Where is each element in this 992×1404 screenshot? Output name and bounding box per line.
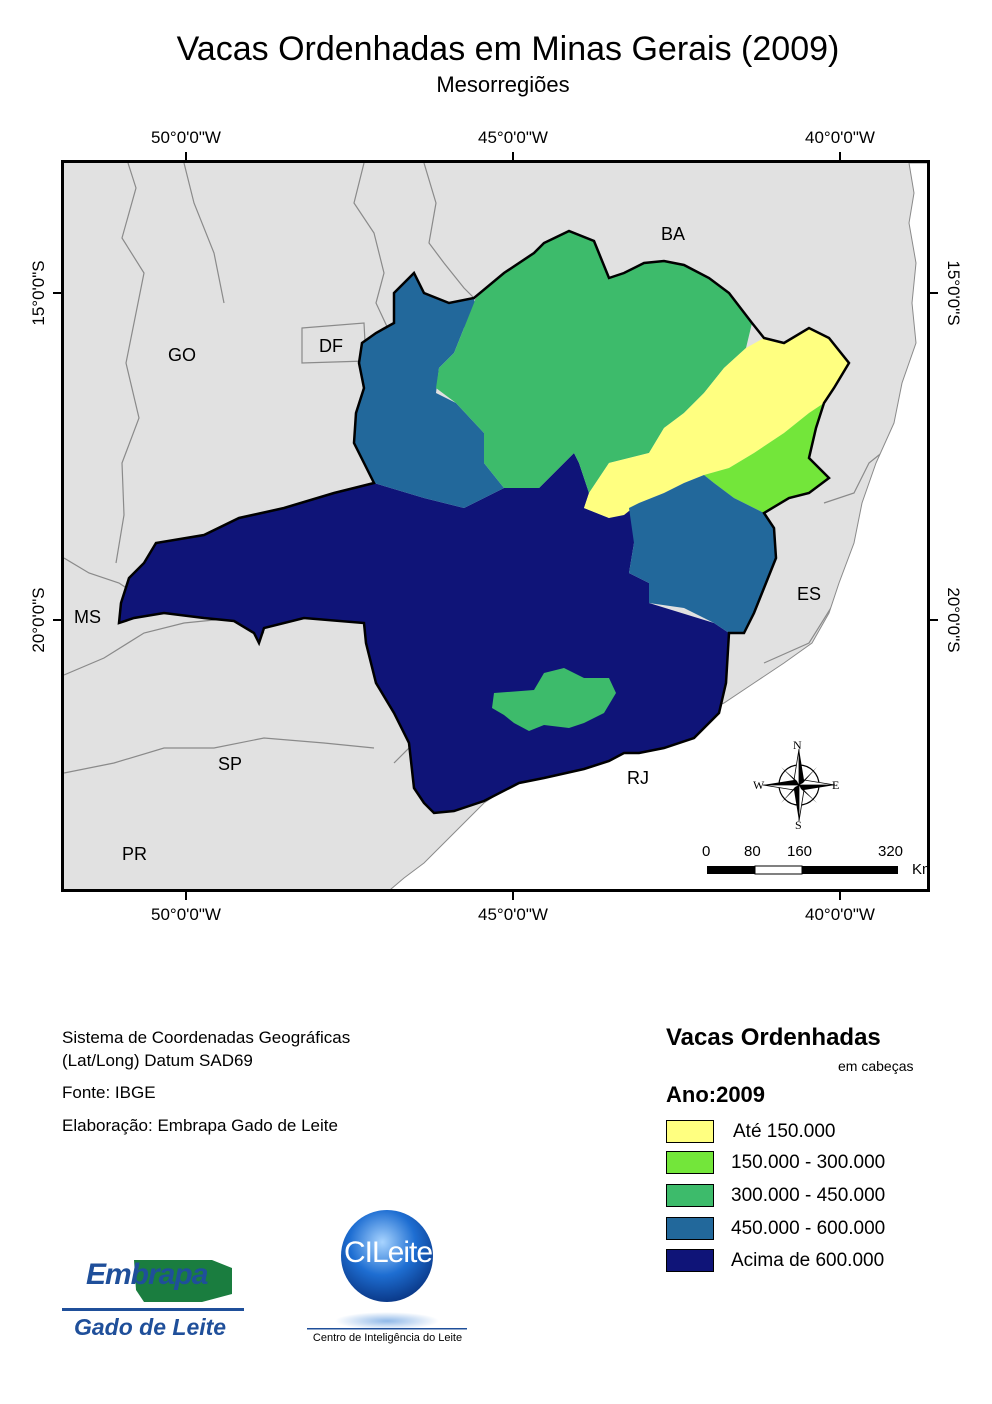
embrapa-logo: Embrapa Gado de Leite [62, 1254, 250, 1346]
legend-swatch-1 [666, 1151, 714, 1174]
legend-label-0: Até 150.000 [733, 1121, 836, 1142]
map-subtitle: Mesorregiões [436, 72, 570, 97]
region-450-600k-east [629, 475, 776, 633]
border-sp-pr [64, 737, 375, 774]
legend-label-1: 150.000 - 300.000 [731, 1152, 886, 1173]
lat-label-left-20s: 20°0'0"S [29, 587, 48, 653]
compass-rose [762, 748, 836, 822]
state-label-rj: RJ [627, 768, 649, 788]
legend-label-4: Acima de 600.000 [731, 1250, 885, 1271]
border-go-inner [183, 163, 225, 304]
embrapa-logo-shape [134, 1260, 232, 1302]
state-label-go: GO [168, 345, 197, 365]
scale-tick-160: 160 [787, 843, 813, 860]
info-source: Fonte: IBGE [62, 1083, 156, 1102]
region-150-300k [704, 403, 829, 513]
region-450-600k-northwest [354, 273, 504, 508]
border-go-ms [115, 163, 145, 564]
state-label-ba: BA [661, 224, 686, 244]
embrapa-subtitle: Gado de Leite [74, 1314, 227, 1340]
mg-mesoregions [119, 231, 849, 813]
legend-swatch-0 [666, 1120, 714, 1143]
map-frame: BA GO DF MS ES SP RJ PR N S E W 0 80 160… [61, 160, 930, 892]
scale-tick-320: 320 [878, 843, 904, 860]
lat-label-left-15s: 15°0'0"S [29, 260, 48, 326]
map-title: Vacas Ordenhadas em Minas Gerais (2009) [176, 30, 840, 68]
region-300-450k-north [436, 231, 752, 493]
border-ba-west-north [423, 163, 480, 304]
scale-unit: Km [912, 861, 927, 878]
region-300-450k-south [492, 668, 616, 731]
info-credit: Elaboração: Embrapa Gado de Leite [62, 1116, 338, 1135]
legend-year: Ano:2009 [666, 1082, 766, 1107]
tick-left-15s [53, 292, 61, 294]
compass-north-point [799, 749, 804, 785]
cileite-globe [341, 1210, 433, 1302]
state-label-es: ES [797, 584, 822, 604]
border-go-ba-west [353, 163, 391, 334]
legend-unit: em cabeças [838, 1058, 914, 1074]
legend-label-2: 300.000 - 450.000 [731, 1185, 886, 1206]
legend-title: Vacas Ordenhadas [666, 1024, 881, 1051]
scale-tick-80: 80 [744, 843, 761, 860]
state-label-sp: SP [218, 754, 243, 774]
legend-swatch-3 [666, 1217, 714, 1240]
border-ms-west [64, 557, 135, 594]
scale-bar [707, 865, 898, 875]
compass-e-label: E [832, 778, 840, 792]
legend-label-3: 450.000 - 600.000 [731, 1218, 886, 1239]
lat-label-right-20s: 20°0'0"S [944, 587, 963, 653]
info-crs-line2: (Lat/Long) Datum SAD69 [62, 1051, 253, 1070]
compass-w-label: W [753, 778, 765, 792]
lat-label-right-15s: 15°0'0"S [944, 260, 963, 326]
tick-right-15s [930, 292, 938, 294]
lon-label-top-50w: 50°0'0"W [151, 128, 221, 147]
lon-label-top-45w: 45°0'0"W [478, 128, 548, 147]
lon-label-bottom-50w: 50°0'0"W [151, 905, 221, 924]
tick-bottom-45w [512, 892, 514, 900]
state-label-df: DF [319, 336, 343, 356]
cileite-logo-graphic [307, 1210, 467, 1330]
cileite-logo: CILeite Centro de Inteligência do Leite [305, 1208, 470, 1353]
lon-label-bottom-45w: 45°0'0"W [478, 905, 548, 924]
tick-bottom-40w [839, 892, 841, 900]
region-up-to-150k [584, 328, 849, 518]
tick-top-40w [839, 152, 841, 160]
compass-n-label: N [793, 738, 802, 752]
state-label-pr: PR [122, 844, 148, 864]
mg-border [117, 229, 851, 815]
tick-top-45w [512, 152, 514, 160]
embrapa-wordmark: Embrapa [86, 1258, 208, 1291]
info-crs-line1: Sistema de Coordenadas Geográficas [62, 1028, 351, 1047]
cileite-wordmark: CILeite [343, 1236, 433, 1269]
tick-left-20s [53, 619, 61, 621]
legend-swatch-2 [666, 1184, 714, 1207]
cileite-subtitle: Centro de Inteligência do Leite [312, 1332, 463, 1344]
ocean [390, 163, 927, 889]
embrapa-logo-graphic [62, 1260, 244, 1311]
tick-top-50w [185, 152, 187, 160]
tick-right-20s [930, 619, 938, 621]
compass-s-label: S [795, 818, 802, 832]
scale-tick-0: 0 [702, 843, 711, 860]
lon-label-top-40w: 40°0'0"W [805, 128, 875, 147]
state-label-ms: MS [74, 607, 101, 627]
map-canvas [64, 163, 927, 889]
lon-label-bottom-40w: 40°0'0"W [805, 905, 875, 924]
tick-bottom-50w [185, 892, 187, 900]
legend-swatch-4 [666, 1249, 714, 1272]
